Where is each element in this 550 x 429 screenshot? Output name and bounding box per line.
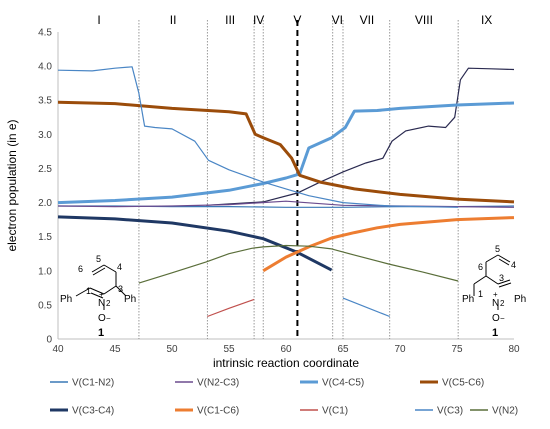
svg-text:4: 4 (511, 260, 516, 270)
series-line (138, 244, 459, 284)
svg-text:1: 1 (86, 286, 91, 296)
phase-label: VII (360, 13, 375, 27)
svg-text:O: O (98, 313, 106, 324)
x-tick-label: 80 (508, 344, 520, 355)
y-tick-label: 4.0 (38, 62, 52, 73)
svg-text:5: 5 (96, 254, 101, 264)
legend: V(C1-N2) V(N2-C3) V(C4-C5) V(C5-C6) V(C3-C4)… (50, 378, 518, 417)
molecule-structure-left-icon: 6 5 4 3 1 Ph Ph N 2 + O − 1 (60, 254, 136, 339)
svg-text:3: 3 (118, 284, 123, 294)
svg-text:1: 1 (98, 327, 104, 339)
series-line (57, 66, 459, 208)
svg-text:1: 1 (492, 327, 498, 339)
phase-labels: I II III IV V VI VII VIII IX (97, 13, 492, 27)
x-tick-label: 65 (337, 344, 349, 355)
series-line-segment (342, 297, 390, 318)
legend-label: V(C4-C5) (322, 378, 364, 389)
y-tick-label: 4.5 (38, 28, 52, 39)
x-axis-title: intrinsic reaction coordinate (213, 356, 359, 370)
svg-text:+: + (99, 290, 104, 299)
x-tick-label: 60 (280, 344, 292, 355)
phase-label: VI (332, 13, 343, 27)
svg-text:O: O (492, 313, 500, 324)
legend-label: V(C1) (322, 406, 348, 417)
y-axis-title: electron population (in e) (5, 119, 19, 251)
x-tick-label: 70 (394, 344, 406, 355)
x-tick-label: 55 (223, 344, 235, 355)
phase-label: III (225, 13, 235, 27)
y-tick-label: 1.5 (38, 232, 52, 243)
svg-text:1: 1 (478, 289, 483, 299)
svg-text:2: 2 (106, 299, 111, 308)
x-tick-label: 50 (166, 344, 178, 355)
y-tick-label: 0 (46, 335, 52, 346)
phase-label: II (170, 13, 177, 27)
svg-text:Ph: Ph (124, 294, 136, 305)
x-tick-label: 40 (52, 344, 64, 355)
svg-text:Ph: Ph (514, 294, 526, 305)
legend-label: V(C1-C6) (197, 406, 239, 417)
y-tick-label: 0.5 (38, 300, 52, 311)
phase-label: V (293, 13, 301, 27)
svg-text:6: 6 (78, 264, 83, 274)
series-line (262, 216, 515, 273)
svg-text:6: 6 (478, 262, 483, 272)
legend-label: V(C1-N2) (72, 378, 114, 389)
y-tick-label: 2.0 (38, 198, 52, 209)
phase-label: IV (253, 13, 264, 27)
svg-text:+: + (493, 290, 498, 299)
phase-label: I (97, 13, 100, 27)
legend-label: V(C5-C6) (442, 378, 484, 389)
svg-text:5: 5 (495, 244, 500, 254)
x-tick-label: 75 (451, 344, 463, 355)
svg-text:Ph: Ph (462, 294, 474, 305)
legend-label: V(N2) (492, 406, 518, 417)
svg-text:3: 3 (499, 273, 504, 283)
svg-text:4: 4 (117, 262, 122, 272)
legend-label: V(C3-C4) (72, 406, 114, 417)
legend-label: V(N2-C3) (197, 378, 239, 389)
phase-label: VIII (415, 13, 433, 27)
series-line (57, 100, 515, 204)
svg-text:Ph: Ph (60, 294, 72, 305)
svg-text:−: − (106, 314, 111, 323)
series-line (57, 101, 515, 205)
series-line-dark (206, 67, 515, 206)
y-tick-label: 3.0 (38, 130, 52, 141)
y-tick-label: 3.5 (38, 96, 52, 107)
svg-text:−: − (500, 314, 505, 323)
x-tick-label: 45 (109, 344, 121, 355)
axes: 40 45 50 55 60 65 70 75 8000.51.01.52.02.53.03.5… (5, 28, 520, 371)
svg-text:N: N (98, 298, 105, 309)
series-line (57, 200, 515, 208)
legend-label: V(C3) (437, 406, 463, 417)
svg-text:N: N (492, 298, 499, 309)
phase-boundaries (138, 20, 459, 339)
phase-label: IX (481, 13, 492, 27)
series-line (207, 298, 255, 318)
molecule-structure-right-icon: 5 4 6 1 3 Ph N 2 + Ph O − 1 (462, 244, 526, 339)
svg-text:2: 2 (500, 299, 505, 308)
y-tick-label: 2.5 (38, 164, 52, 175)
series-lines (57, 66, 515, 318)
y-tick-label: 1.0 (38, 266, 52, 277)
